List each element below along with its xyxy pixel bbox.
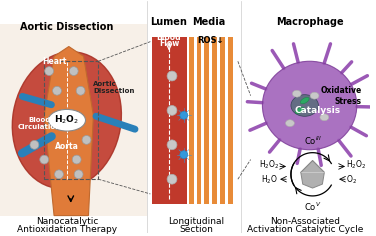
Bar (220, 37, 225, 204)
Text: Heart: Heart (42, 57, 66, 66)
Ellipse shape (262, 61, 357, 150)
FancyArrowPatch shape (22, 97, 52, 105)
Circle shape (180, 151, 188, 159)
Text: Catalysis: Catalysis (294, 106, 341, 115)
FancyArrowPatch shape (22, 136, 52, 153)
Text: Blood
Circulation: Blood Circulation (18, 117, 61, 130)
Ellipse shape (296, 107, 304, 114)
Circle shape (74, 170, 83, 179)
Circle shape (167, 71, 177, 81)
Text: Blood: Blood (157, 33, 181, 42)
Text: Activation Catalytic Cycle: Activation Catalytic Cycle (247, 225, 363, 234)
Circle shape (167, 105, 177, 115)
Ellipse shape (300, 97, 309, 104)
Text: H$_2$O$_2$: H$_2$O$_2$ (259, 158, 279, 171)
Text: H$_2$O$_2$: H$_2$O$_2$ (346, 158, 366, 171)
Text: Macrophage: Macrophage (276, 17, 343, 27)
Bar (205, 37, 209, 204)
Text: Flow: Flow (159, 39, 179, 48)
Circle shape (40, 155, 49, 164)
Text: Media: Media (192, 17, 225, 27)
Circle shape (76, 86, 85, 95)
Circle shape (167, 140, 177, 150)
Bar (152, 37, 187, 204)
Ellipse shape (12, 52, 121, 189)
FancyArrowPatch shape (96, 116, 135, 129)
Bar (189, 37, 194, 204)
Ellipse shape (285, 120, 294, 127)
Text: Aortic Dissection: Aortic Dissection (20, 22, 114, 32)
FancyBboxPatch shape (0, 24, 147, 215)
Text: Antioxidation Therapy: Antioxidation Therapy (17, 225, 117, 234)
Bar (212, 37, 217, 204)
Text: Co$^{V}$: Co$^{V}$ (304, 201, 321, 213)
Ellipse shape (310, 92, 319, 99)
Text: H$_2$O$_2$: H$_2$O$_2$ (54, 114, 79, 126)
Bar (44, 61, 98, 179)
Text: Aortic
Dissection: Aortic Dissection (93, 81, 135, 94)
Text: Co$^{III}$: Co$^{III}$ (303, 134, 321, 147)
Circle shape (180, 111, 188, 119)
Text: Nanocatalytic: Nanocatalytic (36, 217, 98, 226)
Bar (197, 37, 202, 204)
Circle shape (30, 140, 39, 149)
Text: Non-Associated: Non-Associated (270, 217, 340, 226)
Text: Section: Section (180, 225, 214, 234)
Circle shape (55, 170, 64, 179)
Polygon shape (44, 46, 93, 215)
Text: Lumen: Lumen (151, 17, 188, 27)
Text: Oxidative
Stress: Oxidative Stress (320, 86, 362, 106)
Circle shape (167, 174, 177, 184)
Text: O$_2$: O$_2$ (346, 174, 357, 186)
Bar (228, 37, 233, 204)
Circle shape (53, 86, 61, 95)
Polygon shape (301, 160, 324, 188)
Ellipse shape (320, 114, 329, 121)
Ellipse shape (48, 110, 85, 131)
Ellipse shape (293, 90, 301, 97)
Circle shape (69, 67, 78, 76)
Text: Aorta: Aorta (55, 142, 79, 151)
Text: Longitudinal: Longitudinal (168, 217, 224, 226)
Circle shape (72, 155, 81, 164)
Circle shape (45, 67, 53, 76)
Circle shape (82, 135, 91, 144)
Text: H$_2$O: H$_2$O (261, 174, 278, 186)
Ellipse shape (291, 95, 318, 116)
Text: ROS↓: ROS↓ (197, 36, 224, 45)
